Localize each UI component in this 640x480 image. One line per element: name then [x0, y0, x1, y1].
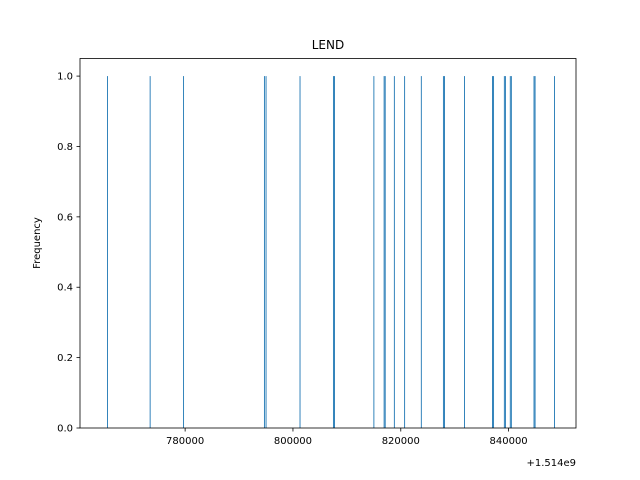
- histogram-bar: [332, 76, 334, 428]
- histogram-bar: [334, 76, 335, 428]
- x-tick-label: 840000: [490, 436, 528, 447]
- histogram-bar: [373, 76, 375, 428]
- y-tick-label: 0.8: [57, 142, 73, 153]
- histogram-bar: [534, 76, 536, 428]
- histogram-bar: [510, 76, 512, 428]
- y-tick-label: 0.6: [57, 212, 73, 223]
- x-tick-label: 820000: [382, 436, 420, 447]
- histogram-bar: [383, 76, 385, 428]
- histogram-bar: [107, 76, 108, 428]
- bars-group: [107, 76, 555, 428]
- histogram-bar: [442, 76, 444, 428]
- histogram-bar: [554, 76, 555, 428]
- histogram-bar: [492, 76, 493, 428]
- y-tick-label: 1.0: [57, 72, 73, 83]
- y-tick-label: 0.4: [57, 283, 73, 294]
- x-tick-label: 800000: [274, 436, 312, 447]
- histogram-bar: [263, 76, 265, 428]
- histogram-bar: [183, 76, 185, 428]
- histogram-bar: [504, 76, 506, 428]
- histogram-bar: [393, 76, 395, 428]
- histogram-bar: [404, 76, 406, 428]
- y-axis-label: Frequency: [32, 217, 43, 269]
- histogram-bar: [509, 76, 511, 428]
- histogram-bar: [503, 76, 505, 428]
- plot-frame: [79, 58, 577, 429]
- histogram-bar: [384, 76, 386, 428]
- histogram-bar: [533, 76, 535, 428]
- histogram-bar: [265, 76, 267, 428]
- chart-title: LEND: [312, 38, 344, 52]
- histogram-bar: [444, 76, 445, 428]
- x-tick-label: 780000: [166, 436, 204, 447]
- y-tick-label: 0.2: [57, 353, 73, 364]
- histogram-bar: [299, 76, 301, 428]
- x-axis-ticks: 780000 800000 820000 840000: [166, 428, 528, 447]
- histogram-bar: [464, 76, 465, 428]
- histogram-bar: [149, 76, 151, 428]
- y-tick-label: 0.0: [57, 424, 73, 435]
- y-axis-ticks: 0.0 0.2 0.4 0.6 0.8 1.0: [57, 72, 80, 435]
- histogram-bar: [493, 76, 495, 428]
- x-axis-offset-label: +1.514e9: [526, 458, 576, 469]
- histogram-bar: [420, 76, 422, 428]
